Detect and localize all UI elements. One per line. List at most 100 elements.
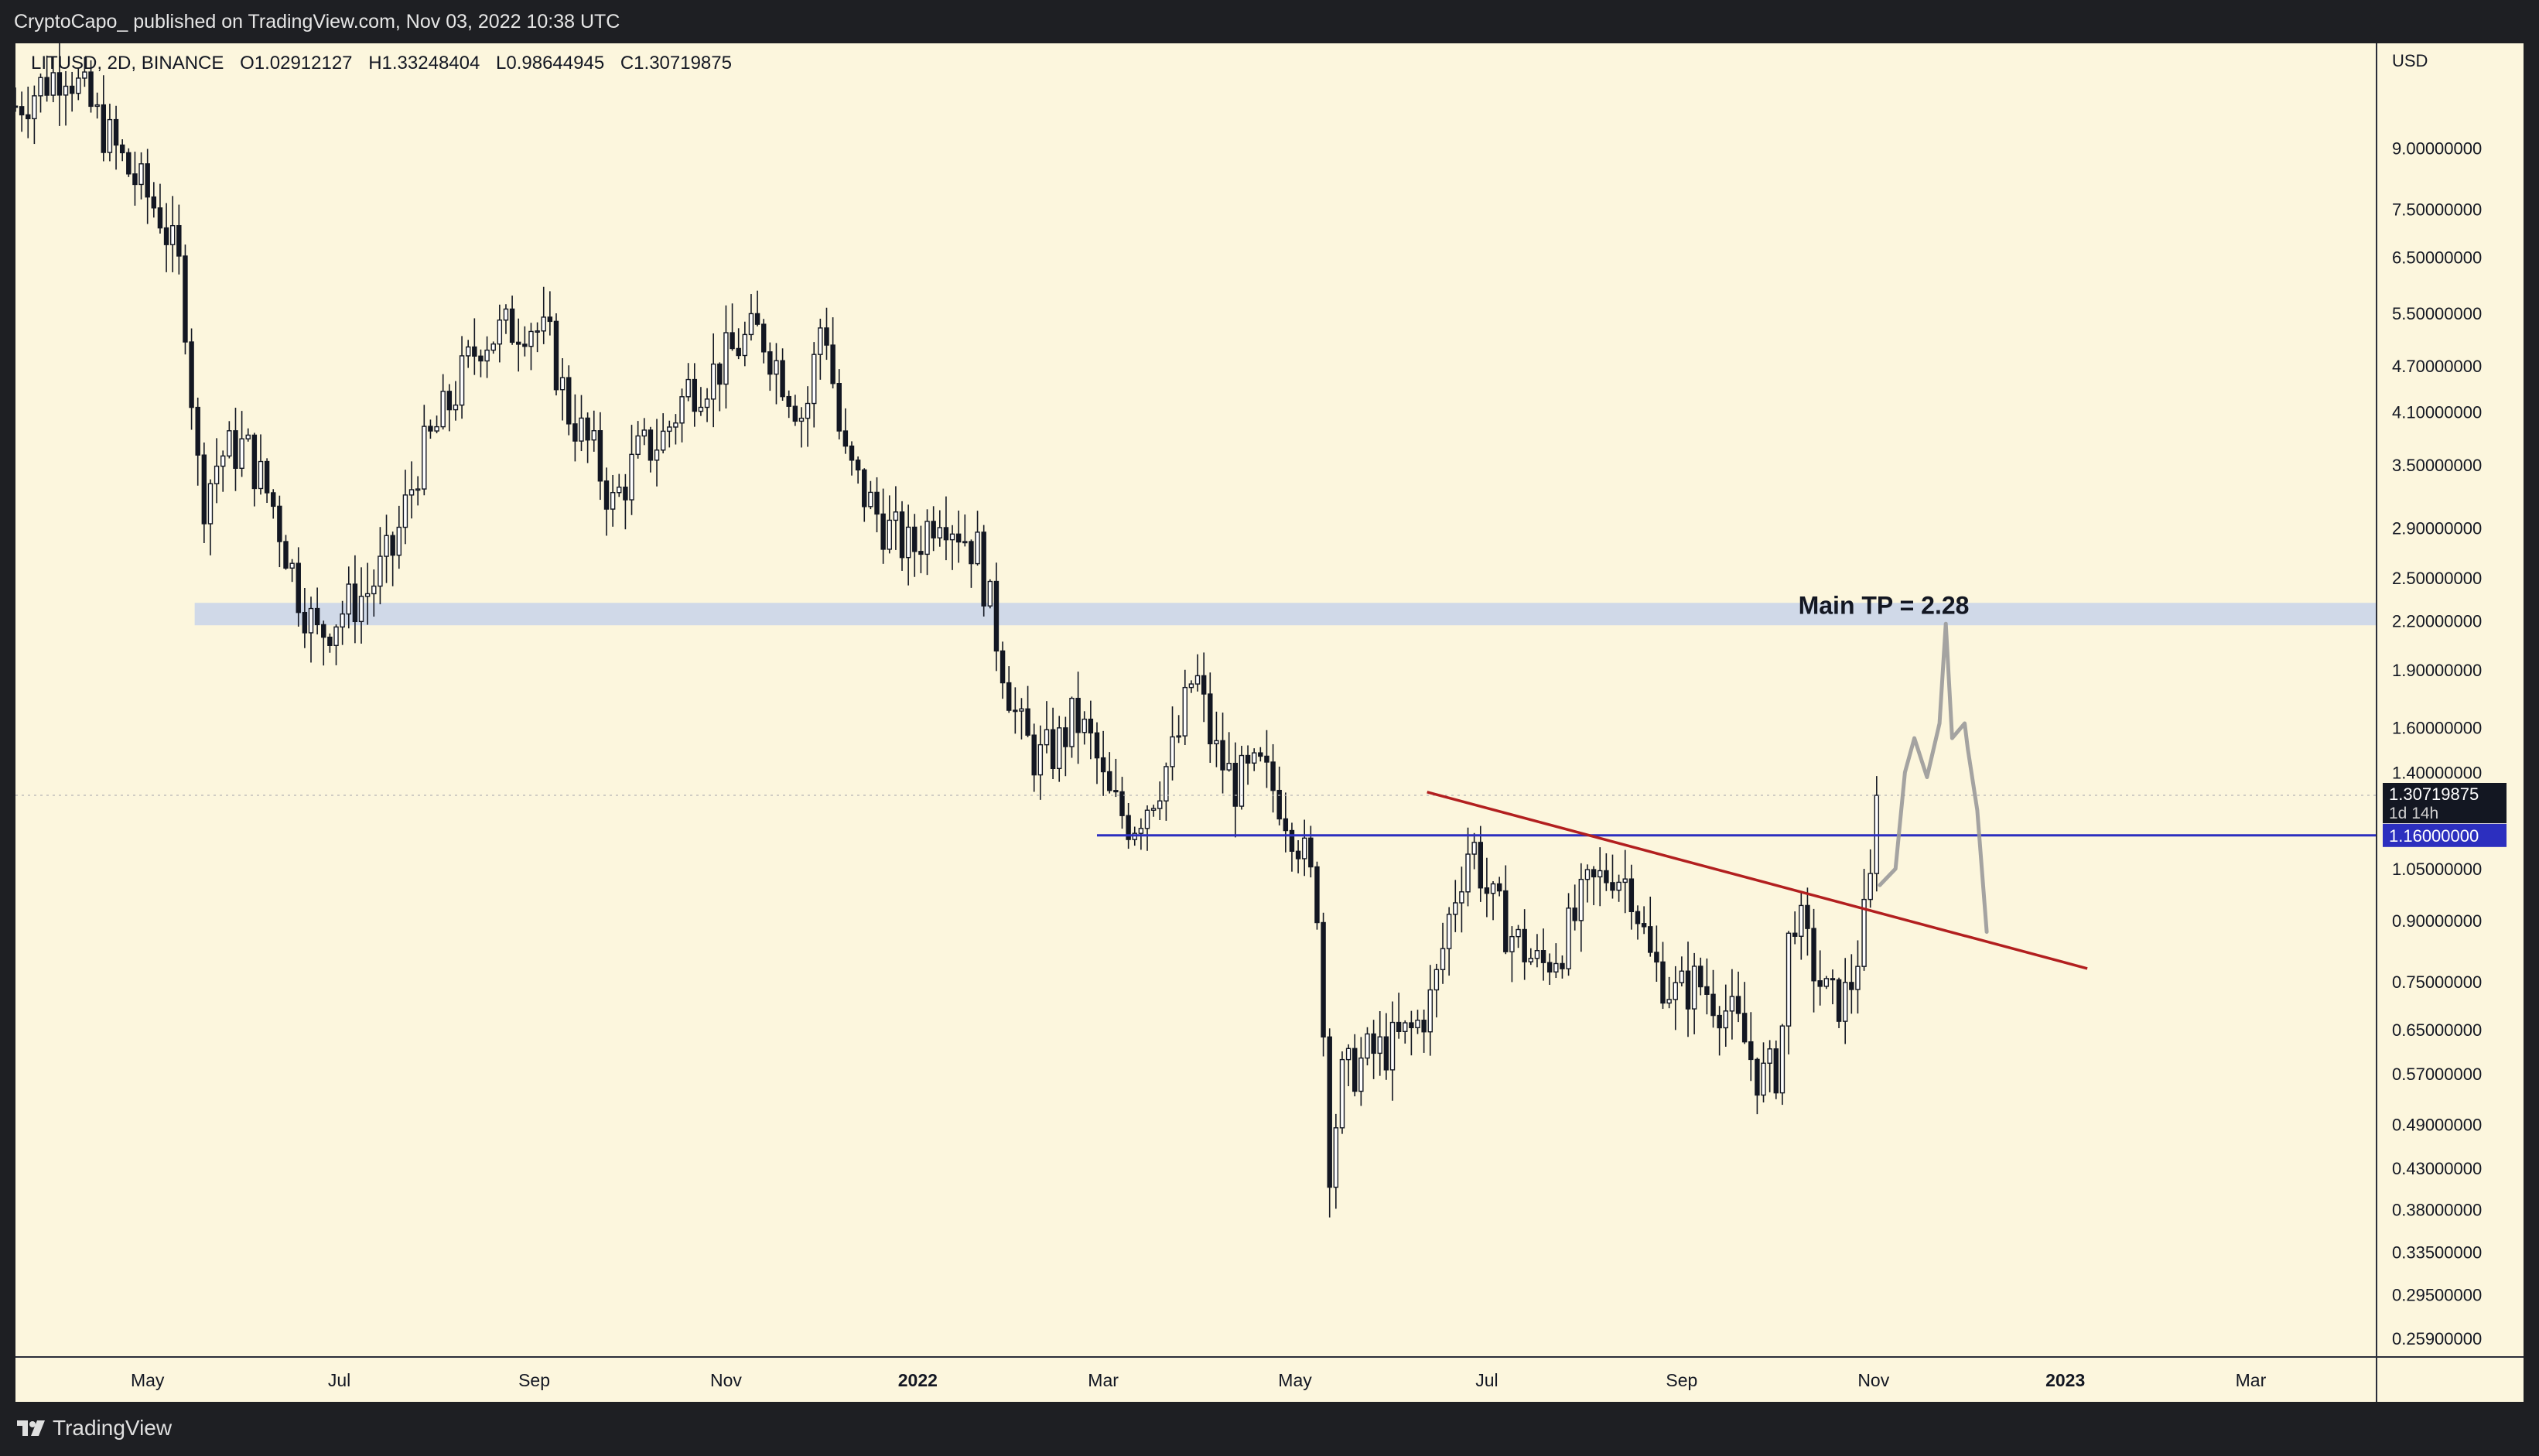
candle-body[interactable] [1075, 697, 1081, 733]
candle-body[interactable] [364, 593, 371, 597]
candle-body[interactable] [1698, 966, 1703, 988]
candle-body[interactable] [1308, 837, 1314, 868]
candle-body[interactable] [855, 460, 861, 471]
candle-body[interactable] [1440, 948, 1446, 970]
candle-body[interactable] [780, 360, 785, 398]
candle-body[interactable] [1597, 870, 1603, 878]
candle-body[interactable] [987, 580, 993, 607]
candle-body[interactable] [132, 173, 138, 186]
candle-body[interactable] [535, 330, 540, 333]
candle-body[interactable] [610, 492, 616, 510]
candle-body[interactable] [673, 422, 678, 428]
candle-body[interactable] [1182, 686, 1187, 737]
candle-body[interactable] [566, 377, 572, 425]
candle-body[interactable] [1201, 675, 1207, 695]
candle-body[interactable] [1409, 1022, 1414, 1029]
candle-body[interactable] [748, 313, 754, 336]
candle-body[interactable] [101, 104, 107, 153]
candle-body[interactable] [905, 526, 911, 559]
candle-body[interactable] [1289, 829, 1295, 853]
candle-body[interactable] [1616, 881, 1621, 891]
candle-body[interactable] [1427, 989, 1433, 1033]
candle-body[interactable] [1232, 763, 1239, 807]
candle-body[interactable] [302, 611, 308, 634]
candle-body[interactable] [1396, 1021, 1402, 1032]
candle-body[interactable] [1578, 878, 1584, 921]
candle-body[interactable] [38, 77, 43, 97]
candle-body[interactable] [1276, 789, 1282, 820]
candle-body[interactable] [1540, 950, 1546, 963]
candle-body[interactable] [283, 541, 289, 569]
candle-body[interactable] [1604, 870, 1609, 884]
candle-body[interactable] [44, 77, 50, 96]
candle-body[interactable] [1654, 952, 1659, 963]
candle-body[interactable] [478, 355, 484, 362]
candle-body[interactable] [1648, 926, 1653, 953]
tradingview-logo-icon[interactable] [15, 1417, 46, 1439]
candle-body[interactable] [428, 426, 433, 432]
candle-body[interactable] [528, 330, 534, 347]
candle-body[interactable] [1258, 752, 1263, 757]
candle-body[interactable] [603, 480, 610, 510]
candle-body[interactable] [717, 363, 723, 385]
candle-body[interactable] [1786, 932, 1792, 1027]
candle-body[interactable] [880, 513, 886, 550]
candle-body[interactable] [1830, 978, 1836, 981]
candle-body[interactable] [201, 454, 207, 525]
candle-body[interactable] [798, 417, 805, 422]
candle-body[interactable] [1503, 890, 1509, 952]
candle-body[interactable] [151, 196, 157, 209]
candle-body[interactable] [1666, 999, 1672, 1004]
candle-body[interactable] [26, 114, 31, 120]
candle-body[interactable] [812, 354, 817, 405]
candle-body[interactable] [522, 343, 528, 347]
candle-body[interactable] [754, 313, 760, 325]
candle-body[interactable] [579, 417, 584, 442]
candle-body[interactable] [396, 526, 402, 556]
candle-body[interactable] [818, 327, 823, 355]
candle-body[interactable] [308, 607, 314, 634]
candle-body[interactable] [692, 378, 698, 412]
candle-body[interactable] [113, 118, 119, 146]
candle-body[interactable] [1459, 891, 1464, 904]
candle-body[interactable] [1767, 1048, 1772, 1064]
candle-body[interactable] [868, 491, 873, 508]
candle-body[interactable] [955, 533, 962, 543]
candle-body[interactable] [736, 347, 741, 357]
candle-body[interactable] [1377, 1036, 1382, 1054]
candle-body[interactable] [1006, 682, 1012, 711]
candle-body[interactable] [1635, 911, 1641, 925]
candle-body[interactable] [541, 316, 546, 332]
candle-body[interactable] [623, 487, 628, 501]
candle-body[interactable] [1157, 800, 1163, 809]
candle-body[interactable] [1628, 878, 1635, 912]
candle-body[interactable] [82, 71, 87, 79]
candle-body[interactable] [862, 469, 867, 508]
candle-body[interactable] [585, 417, 590, 441]
candle-body[interactable] [296, 562, 301, 614]
candle-body[interactable] [660, 430, 666, 451]
candle-body[interactable] [893, 511, 899, 521]
candle-body[interactable] [1339, 1058, 1345, 1129]
candle-body[interactable] [176, 224, 182, 257]
candle-body[interactable] [1170, 736, 1175, 767]
candle-body[interactable] [378, 555, 383, 587]
candle-body[interactable] [63, 85, 69, 96]
candle-body[interactable] [1251, 752, 1257, 764]
candle-body[interactable] [1622, 878, 1628, 884]
candle-body[interactable] [1383, 1036, 1389, 1071]
candle-body[interactable] [50, 72, 56, 96]
candle-body[interactable] [472, 346, 477, 357]
candle-body[interactable] [56, 72, 63, 96]
candle-body[interactable] [1591, 869, 1597, 878]
candle-body[interactable] [1673, 982, 1678, 1000]
candle-body[interactable] [1685, 970, 1691, 1010]
candle-body[interactable] [1755, 1058, 1760, 1096]
candle-body[interactable] [1553, 962, 1559, 973]
candle-body[interactable] [1710, 993, 1716, 1017]
candle-body[interactable] [836, 382, 842, 432]
candle-body[interactable] [918, 551, 924, 555]
candle-body[interactable] [849, 445, 855, 461]
candle-body[interactable] [1214, 740, 1219, 745]
candle-body[interactable] [1453, 902, 1458, 915]
